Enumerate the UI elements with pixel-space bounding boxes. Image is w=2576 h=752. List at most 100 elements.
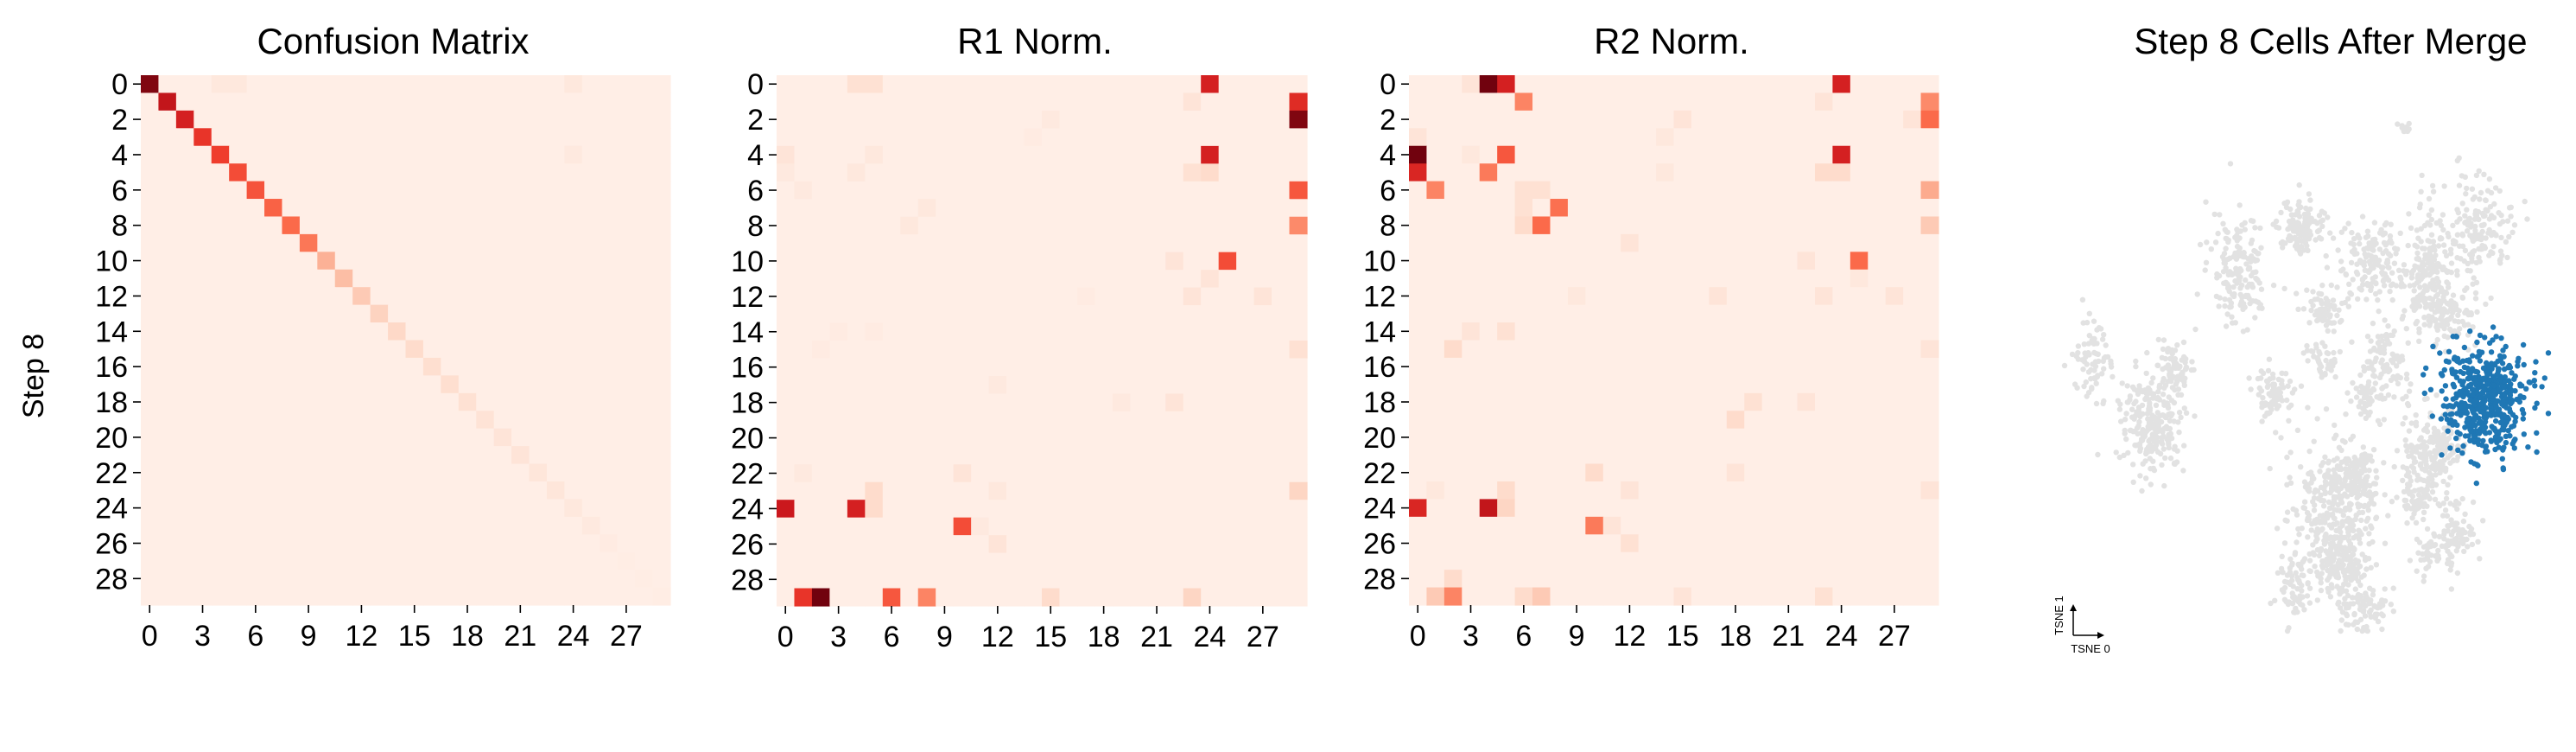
heatmap-cell: [988, 163, 1007, 182]
heatmap-cell: [1691, 304, 1710, 323]
heatmap-cell: [441, 481, 460, 500]
grey-cell-point: [2149, 395, 2156, 401]
grey-cell-point: [2174, 342, 2180, 348]
heatmap-cell: [1744, 233, 1763, 252]
grey-cell-point: [2471, 248, 2478, 254]
heatmap-cell: [246, 252, 265, 271]
heatmap-cell: [953, 92, 972, 112]
heatmap-cell: [1289, 481, 1308, 500]
heatmap-cell: [1183, 110, 1202, 129]
confusion-matrix-title: Confusion Matrix: [257, 21, 529, 61]
heatmap-cell: [1868, 534, 1887, 553]
heatmap-cell: [229, 304, 248, 323]
heatmap-cell: [1462, 110, 1481, 129]
heatmap-cell: [600, 551, 619, 570]
heatmap-cell: [1885, 199, 1904, 218]
heatmap-cell: [988, 128, 1007, 147]
heatmap-cell: [1462, 428, 1481, 447]
heatmap-cell: [1042, 163, 1061, 182]
heatmap-cell: [1272, 145, 1291, 164]
grey-cell-point: [2421, 396, 2428, 402]
grey-cell-point: [2155, 424, 2161, 430]
heatmap-cell: [971, 92, 990, 112]
heatmap-cell: [476, 199, 495, 218]
heatmap-cell: [581, 551, 600, 570]
heatmap-cell: [1744, 340, 1763, 359]
heatmap-cell: [900, 535, 919, 554]
heatmap-cell: [264, 411, 283, 430]
grey-cell-point: [2180, 468, 2186, 474]
heatmap-cell: [1165, 199, 1184, 218]
grey-cell-point: [2244, 284, 2250, 290]
x-tick-label: 3: [830, 621, 847, 653]
heatmap-cell: [299, 233, 318, 252]
heatmap-cell: [1567, 216, 1586, 235]
grey-cell-point: [2447, 475, 2453, 481]
heatmap-cell: [1656, 181, 1675, 200]
heatmap-cell: [900, 270, 919, 289]
heatmap-cell: [1462, 181, 1481, 200]
heatmap-cell: [1165, 570, 1184, 589]
grey-cell-point: [2253, 269, 2259, 275]
heatmap-cell: [1147, 535, 1166, 554]
heatmap-cell: [1850, 252, 1869, 271]
heatmap-cell: [811, 322, 830, 341]
grey-cell-point: [2504, 218, 2511, 224]
grey-cell-point: [2304, 347, 2311, 354]
heatmap-cell: [1532, 340, 1551, 359]
heatmap-cell: [1585, 199, 1604, 218]
heatmap-cell: [917, 163, 936, 182]
heatmap-cell: [1236, 163, 1255, 182]
heatmap-cell: [1726, 428, 1745, 447]
heatmap-cell: [1253, 92, 1272, 112]
grey-cell-point: [2357, 372, 2363, 379]
heatmap-cell: [564, 128, 583, 147]
heatmap-cell: [264, 233, 283, 252]
heatmap-cell: [1112, 393, 1131, 412]
grey-cell-point: [2446, 233, 2452, 240]
heatmap-cell: [635, 287, 654, 306]
heatmap-cell: [971, 375, 990, 394]
heatmap-cell: [1006, 252, 1025, 271]
grey-cell-point: [2281, 285, 2287, 292]
heatmap-cell: [476, 411, 495, 430]
heatmap-cell: [617, 92, 636, 112]
heatmap-cell: [1903, 252, 1922, 271]
grey-cell-point: [2353, 394, 2360, 400]
heatmap-cell: [1920, 446, 1939, 465]
grey-cell-point: [2343, 271, 2350, 278]
heatmap-cell: [1709, 587, 1728, 606]
heatmap-cell: [1780, 216, 1799, 235]
heatmap-cell: [1797, 252, 1816, 271]
grey-cell-point: [2338, 268, 2344, 274]
heatmap-cell: [1462, 357, 1481, 376]
heatmap-cell: [1006, 110, 1025, 129]
heatmap-cell: [546, 534, 565, 553]
grey-cell-point: [2471, 275, 2477, 281]
heatmap-cell: [175, 463, 194, 482]
heatmap-cell: [529, 463, 548, 482]
heatmap-cell: [229, 551, 248, 570]
heatmap-cell: [388, 199, 407, 218]
heatmap-cell: [246, 446, 265, 465]
heatmap-cell: [564, 446, 583, 465]
heatmap-cell: [1253, 552, 1272, 571]
grey-cell-point: [2417, 284, 2423, 290]
heatmap-cell: [1691, 587, 1710, 606]
grey-cell-point: [2311, 354, 2317, 360]
grey-cell-point: [2304, 342, 2310, 349]
heatmap-cell: [600, 322, 619, 341]
heatmap-cell: [1550, 516, 1569, 535]
heatmap-cell: [882, 393, 901, 412]
heatmap-cell: [1253, 570, 1272, 589]
heatmap-cell: [334, 587, 353, 606]
heatmap-cell: [581, 181, 600, 200]
heatmap-cell: [794, 358, 813, 377]
grey-cell-point: [2226, 288, 2232, 295]
heatmap-cell: [564, 587, 583, 606]
y-tick-label: 4: [747, 139, 764, 172]
heatmap-cell: [777, 464, 796, 483]
grey-cell-point: [2338, 300, 2345, 307]
heatmap-cell: [1024, 535, 1043, 554]
grey-cell-point: [2427, 281, 2433, 287]
